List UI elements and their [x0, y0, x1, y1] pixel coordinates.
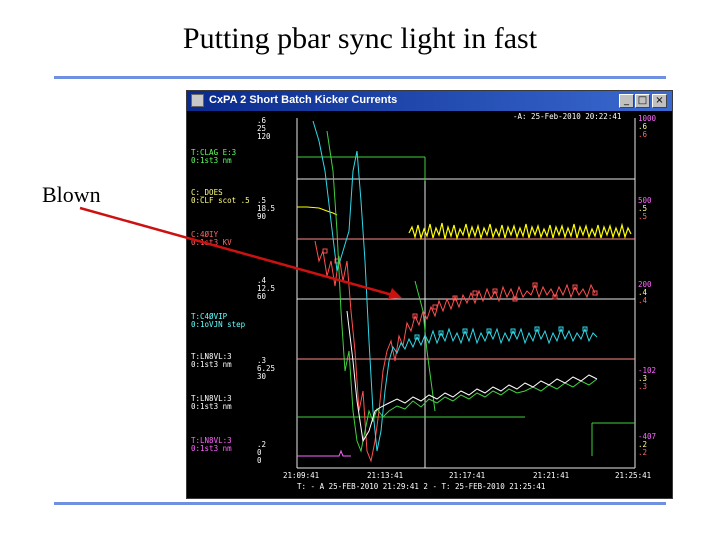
footer-divider: [54, 502, 666, 505]
